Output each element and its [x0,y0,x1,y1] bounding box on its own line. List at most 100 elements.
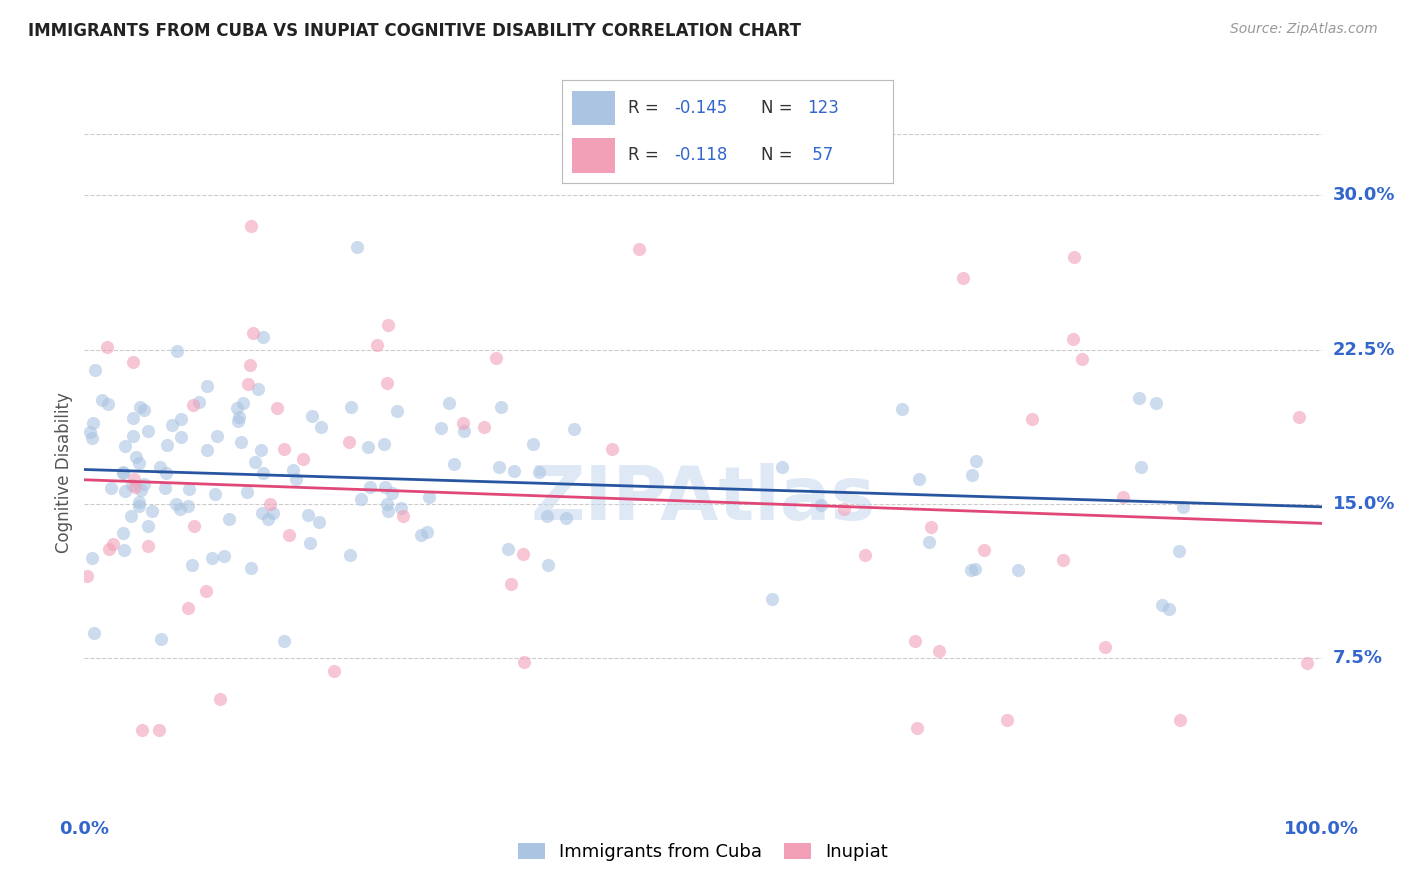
Point [150,632,173,646]
Point [205,428,228,442]
Point [357,440,380,454]
Point [82,550,104,565]
Point [121,477,143,491]
Point [148,723,170,737]
Point [242,326,264,340]
Point [995,713,1018,727]
Point [1112,490,1135,504]
Point [503,464,526,478]
Point [201,550,224,565]
Point [169,430,191,444]
Point [112,526,135,541]
Point [122,429,145,443]
Point [136,540,159,554]
Point [375,496,398,510]
Point [98,541,121,556]
Point [112,542,135,557]
Point [170,412,193,426]
Text: -0.145: -0.145 [675,99,728,117]
Text: N =: N = [761,146,797,164]
Point [537,558,560,573]
Point [418,490,440,504]
Point [377,318,399,333]
Point [166,343,188,358]
Point [416,524,439,539]
Point [908,471,931,485]
Point [83,626,105,640]
Point [437,396,460,410]
Point [1296,656,1319,670]
Point [243,455,266,469]
Text: Source: ZipAtlas.com: Source: ZipAtlas.com [1230,22,1378,37]
Point [810,499,832,513]
Point [76,569,98,583]
Y-axis label: Cognitive Disability: Cognitive Disability [55,392,73,553]
Point [952,270,974,285]
Point [1168,543,1191,558]
Point [262,506,284,520]
Text: 7.5%: 7.5% [1333,648,1382,666]
Point [965,453,987,467]
Point [212,549,235,563]
Point [1062,332,1084,346]
Point [236,376,259,391]
Point [1070,351,1092,366]
Point [236,484,259,499]
Point [381,486,404,500]
Point [1144,396,1167,410]
Point [82,431,104,445]
Point [134,476,156,491]
Point [122,410,145,425]
Point [1063,250,1085,264]
Point [256,512,278,526]
Point [114,483,136,498]
Point [156,438,179,452]
Point [555,511,578,525]
Text: -0.118: -0.118 [675,146,728,164]
Bar [572,137,616,173]
Point [499,577,522,591]
Point [96,340,118,354]
Text: R =: R = [628,146,665,164]
Point [153,481,176,495]
Point [602,442,624,456]
Point [562,422,585,436]
Point [451,416,474,430]
Point [770,460,793,475]
Point [226,401,249,416]
Point [960,563,983,577]
Point [134,403,156,417]
Point [297,508,319,522]
Point [101,537,124,551]
Text: 57: 57 [807,146,834,164]
Point [1094,640,1116,655]
Text: R =: R = [628,99,665,117]
Point [129,400,152,414]
Point [195,379,218,393]
Point [112,467,135,481]
Point [176,600,198,615]
Text: N =: N = [761,99,797,117]
Point [373,437,395,451]
Point [121,355,143,369]
Point [82,416,104,430]
Text: IMMIGRANTS FROM CUBA VS INUPIAT COGNITIVE DISABILITY CORRELATION CHART: IMMIGRANTS FROM CUBA VS INUPIAT COGNITIV… [28,22,801,40]
Point [366,338,388,352]
Point [1007,564,1029,578]
Point [453,425,475,439]
Point [125,450,148,465]
Point [195,584,218,599]
Point [204,487,226,501]
Point [141,504,163,518]
Point [114,439,136,453]
Point [309,420,332,434]
Point [155,467,177,481]
Point [337,434,360,449]
Point [226,414,249,428]
Point [129,483,152,498]
Point [136,425,159,439]
Point [339,400,361,414]
Point [488,460,510,475]
Text: ZIPAtlas: ZIPAtlas [530,463,876,536]
Point [1021,412,1043,426]
